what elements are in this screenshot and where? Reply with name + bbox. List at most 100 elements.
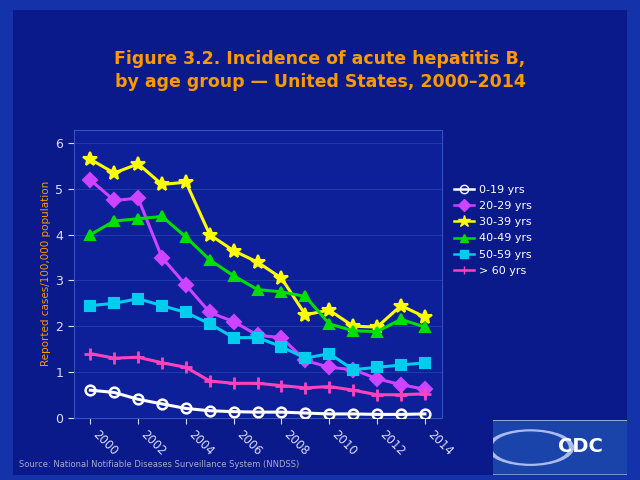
20-29 yrs [158,255,166,261]
20-29 yrs [301,358,309,363]
50-59 yrs [301,355,309,361]
0-19 yrs [134,396,142,402]
0-19 yrs [326,411,333,417]
Line: 20-29 yrs: 20-29 yrs [86,175,429,394]
20-29 yrs [278,335,285,340]
20-29 yrs [326,364,333,370]
50-59 yrs [182,310,189,315]
30-39 yrs [206,232,214,238]
30-39 yrs [86,156,94,162]
40-49 yrs [158,214,166,219]
0-19 yrs [253,409,261,415]
> 60 yrs [301,385,309,391]
50-59 yrs [230,335,237,340]
40-49 yrs [349,328,357,334]
30-39 yrs [373,324,381,330]
30-39 yrs [301,312,309,318]
40-49 yrs [134,216,142,222]
40-49 yrs [326,321,333,327]
0-19 yrs [230,409,237,415]
Line: 50-59 yrs: 50-59 yrs [86,294,429,374]
50-59 yrs [326,351,333,357]
50-59 yrs [421,360,429,366]
> 60 yrs [326,384,333,389]
20-29 yrs [134,195,142,201]
20-29 yrs [110,198,118,204]
> 60 yrs [134,354,142,360]
> 60 yrs [86,351,94,357]
Y-axis label: Reported cases/100,000 population: Reported cases/100,000 population [41,181,51,366]
20-29 yrs [421,386,429,392]
30-39 yrs [326,307,333,313]
> 60 yrs [373,392,381,397]
50-59 yrs [278,344,285,349]
> 60 yrs [158,360,166,366]
30-39 yrs [230,248,237,253]
40-49 yrs [230,273,237,279]
0-19 yrs [421,411,429,417]
> 60 yrs [421,391,429,396]
20-29 yrs [206,310,214,315]
0-19 yrs [86,387,94,393]
50-59 yrs [86,303,94,309]
40-49 yrs [182,234,189,240]
30-39 yrs [349,324,357,329]
30-39 yrs [421,314,429,320]
> 60 yrs [278,383,285,388]
30-39 yrs [110,170,118,176]
0-19 yrs [110,390,118,396]
20-29 yrs [397,382,405,387]
Text: Figure 3.2. Incidence of acute hepatitis B,
by age group — United States, 2000–2: Figure 3.2. Incidence of acute hepatitis… [115,50,525,91]
20-29 yrs [253,333,261,338]
0-19 yrs [158,401,166,407]
40-49 yrs [86,232,94,238]
0-19 yrs [301,410,309,416]
50-59 yrs [134,296,142,301]
> 60 yrs [230,381,237,386]
0-19 yrs [206,408,214,414]
Legend: 0-19 yrs, 20-29 yrs, 30-39 yrs, 40-49 yrs, 50-59 yrs, > 60 yrs: 0-19 yrs, 20-29 yrs, 30-39 yrs, 40-49 yr… [451,182,536,279]
FancyBboxPatch shape [6,5,634,480]
Circle shape [488,430,573,465]
Line: 40-49 yrs: 40-49 yrs [86,212,429,336]
20-29 yrs [373,376,381,382]
Line: > 60 yrs: > 60 yrs [84,348,431,401]
Line: 0-19 yrs: 0-19 yrs [86,385,429,419]
20-29 yrs [182,282,189,288]
50-59 yrs [373,364,381,370]
40-49 yrs [278,289,285,295]
0-19 yrs [397,411,405,417]
30-39 yrs [182,180,189,185]
Line: 30-39 yrs: 30-39 yrs [83,152,432,334]
50-59 yrs [158,303,166,309]
50-59 yrs [253,335,261,340]
30-39 yrs [158,181,166,187]
0-19 yrs [373,411,381,417]
> 60 yrs [206,378,214,384]
Text: CDC: CDC [557,437,603,456]
> 60 yrs [182,364,189,370]
30-39 yrs [134,161,142,167]
40-49 yrs [253,287,261,292]
> 60 yrs [253,381,261,386]
20-29 yrs [230,319,237,324]
50-59 yrs [110,300,118,306]
> 60 yrs [349,387,357,393]
30-39 yrs [397,303,405,309]
0-19 yrs [182,406,189,411]
0-19 yrs [349,411,357,417]
40-49 yrs [421,324,429,330]
FancyBboxPatch shape [489,420,631,476]
50-59 yrs [349,367,357,372]
40-49 yrs [206,257,214,263]
40-49 yrs [301,294,309,300]
30-39 yrs [253,259,261,265]
50-59 yrs [206,321,214,327]
> 60 yrs [110,355,118,361]
20-29 yrs [86,177,94,183]
Text: Source: National Notifiable Diseases Surveillance System (NNDSS): Source: National Notifiable Diseases Sur… [19,460,300,469]
40-49 yrs [397,316,405,322]
30-39 yrs [278,276,285,281]
50-59 yrs [397,362,405,368]
Circle shape [493,432,568,463]
